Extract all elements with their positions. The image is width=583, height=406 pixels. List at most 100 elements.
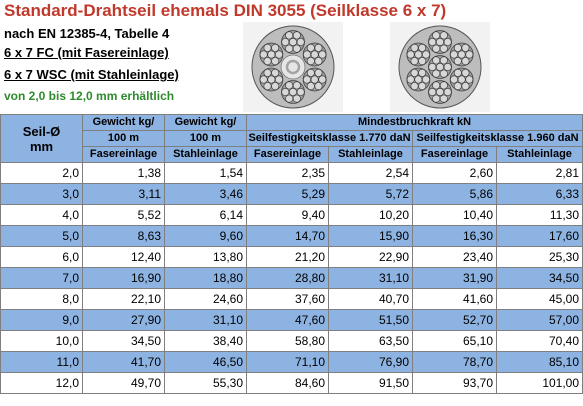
cell-force-1960-fiber: 2,60 — [412, 162, 497, 184]
cell-weight-fiber: 1,38 — [82, 162, 165, 184]
construction-fiber-core: 6 x 7 FC (mit Fasereinlage) — [4, 45, 169, 60]
header-seil-label: Seil-Ø — [22, 123, 61, 139]
cell-force-1770-steel: 63,50 — [328, 330, 413, 352]
availability-note: von 2,0 bis 12,0 mm erhältlich — [4, 89, 175, 103]
cell-force-1960-fiber: 5,86 — [412, 183, 497, 205]
header-1960-fasereinlage: Fasereinlage — [412, 146, 497, 163]
cell-force-1960-fiber: 41,60 — [412, 288, 497, 310]
table-row: 2,0 1,38 1,54 2,35 2,54 2,60 2,81 — [0, 162, 583, 184]
header-seil-unit: mm — [29, 138, 54, 154]
cell-force-1770-fiber: 9,40 — [246, 204, 329, 226]
header-1770-stahleinlage: Stahleinlage — [328, 146, 413, 163]
cell-force-1770-fiber: 84,60 — [246, 372, 329, 394]
rope-cross-section-fiber-core-image — [243, 22, 343, 112]
cell-diameter: 9,0 — [0, 309, 83, 331]
cell-force-1770-steel: 10,20 — [328, 204, 413, 226]
header-gewicht-fiber-line3: Fasereinlage — [82, 146, 165, 163]
cell-force-1770-steel: 40,70 — [328, 288, 413, 310]
header-gewicht-steel-line2: 100 m — [164, 130, 247, 147]
cell-weight-fiber: 12,40 — [82, 246, 165, 268]
cell-force-1960-fiber: 10,40 — [412, 204, 497, 226]
cell-force-1770-fiber: 14,70 — [246, 225, 329, 247]
cell-diameter: 4,0 — [0, 204, 83, 226]
cell-force-1770-steel: 76,90 — [328, 351, 413, 373]
header-gewicht-fiber-line1: Gewicht kg/ — [82, 114, 165, 131]
cell-force-1770-steel: 91,50 — [328, 372, 413, 394]
cell-force-1960-steel: 34,50 — [495, 267, 583, 289]
cell-diameter: 2,0 — [0, 162, 83, 184]
cell-weight-steel: 13,80 — [164, 246, 247, 268]
table-row: 6,0 12,40 13,80 21,20 22,90 23,40 25,30 — [0, 246, 583, 268]
cell-diameter: 10,0 — [0, 330, 83, 352]
cell-force-1960-steel: 25,30 — [495, 246, 583, 268]
table-row: 12,0 49,70 55,30 84,60 91,50 93,70 101,00 — [0, 372, 583, 394]
cell-force-1770-fiber: 37,60 — [246, 288, 329, 310]
cell-diameter: 7,0 — [0, 267, 83, 289]
cell-weight-fiber: 41,70 — [82, 351, 165, 373]
cell-force-1960-steel: 17,60 — [495, 225, 583, 247]
cell-weight-steel: 55,30 — [164, 372, 247, 394]
cell-force-1960-steel: 57,00 — [495, 309, 583, 331]
cell-weight-fiber: 22,10 — [82, 288, 165, 310]
cell-diameter: 3,0 — [0, 183, 83, 205]
cell-force-1960-steel: 45,00 — [495, 288, 583, 310]
header-seil-diameter: Seil-Ø mm — [0, 114, 83, 163]
cell-weight-steel: 24,60 — [164, 288, 247, 310]
cell-force-1770-steel: 31,10 — [328, 267, 413, 289]
construction-steel-core: 6 x 7 WSC (mit Stahleinlage) — [4, 67, 179, 82]
cell-force-1770-fiber: 5,29 — [246, 183, 329, 205]
table-row: 11,0 41,70 46,50 71,10 76,90 78,70 85,10 — [0, 351, 583, 373]
cell-weight-fiber: 8,63 — [82, 225, 165, 247]
cell-force-1960-steel: 101,00 — [495, 372, 583, 394]
header-klasse-1960: Seilfestigkeitsklasse 1.960 daN — [411, 130, 583, 147]
table-row: 7,0 16,90 18,80 28,80 31,10 31,90 34,50 — [0, 267, 583, 289]
cell-weight-steel: 6,14 — [164, 204, 247, 226]
cell-weight-steel: 31,10 — [164, 309, 247, 331]
cell-force-1960-fiber: 78,70 — [412, 351, 497, 373]
cell-force-1960-fiber: 65,10 — [412, 330, 497, 352]
cell-force-1770-steel: 51,50 — [328, 309, 413, 331]
cell-force-1770-fiber: 58,80 — [246, 330, 329, 352]
rope-fiber-core-drawing — [251, 25, 335, 109]
cell-weight-steel: 38,40 — [164, 330, 247, 352]
cell-force-1770-steel: 2,54 — [328, 162, 413, 184]
cell-diameter: 12,0 — [0, 372, 83, 394]
header-1770-fasereinlage: Fasereinlage — [246, 146, 329, 163]
cell-force-1960-fiber: 93,70 — [412, 372, 497, 394]
cell-weight-steel: 3,46 — [164, 183, 247, 205]
table-row: 4,0 5,52 6,14 9,40 10,20 10,40 11,30 — [0, 204, 583, 226]
cell-force-1960-steel: 85,10 — [495, 351, 583, 373]
cell-weight-fiber: 27,90 — [82, 309, 165, 331]
cell-weight-fiber: 49,70 — [82, 372, 165, 394]
cell-diameter: 11,0 — [0, 351, 83, 373]
cell-force-1770-steel: 5,72 — [328, 183, 413, 205]
rope-steel-core-drawing — [398, 25, 482, 109]
cell-weight-fiber: 3,11 — [82, 183, 165, 205]
cell-diameter: 5,0 — [0, 225, 83, 247]
cell-force-1960-fiber: 31,90 — [412, 267, 497, 289]
header-gewicht-steel-line3: Stahleinlage — [164, 146, 247, 163]
cell-force-1770-fiber: 47,60 — [246, 309, 329, 331]
cell-force-1960-steel: 2,81 — [495, 162, 583, 184]
cell-force-1770-fiber: 28,80 — [246, 267, 329, 289]
table-row: 9,0 27,90 31,10 47,60 51,50 52,70 57,00 — [0, 309, 583, 331]
rope-data-table: Seil-Ø mm Gewicht kg/ Gewicht kg/ Mindes… — [0, 114, 583, 394]
cell-force-1770-steel: 15,90 — [328, 225, 413, 247]
header-mindestbruchkraft: Mindestbruchkraft kN — [245, 114, 583, 131]
standard-reference: nach EN 12385-4, Tabelle 4 — [4, 26, 170, 41]
cell-force-1770-fiber: 2,35 — [246, 162, 329, 184]
cell-weight-steel: 18,80 — [164, 267, 247, 289]
cell-weight-fiber: 5,52 — [82, 204, 165, 226]
table-row: 8,0 22,10 24,60 37,60 40,70 41,60 45,00 — [0, 288, 583, 310]
cell-weight-steel: 9,60 — [164, 225, 247, 247]
cell-force-1960-steel: 70,40 — [495, 330, 583, 352]
cell-force-1960-fiber: 52,70 — [412, 309, 497, 331]
header-1960-stahleinlage: Stahleinlage — [495, 146, 583, 163]
header-klasse-1770: Seilfestigkeitsklasse 1.770 daN — [246, 130, 413, 147]
header-gewicht-steel-line1: Gewicht kg/ — [164, 114, 247, 131]
table-body: 2,0 1,38 1,54 2,35 2,54 2,60 2,81 3,0 3,11 3,46 5,… — [0, 162, 583, 394]
rope-cross-section-steel-core-image — [390, 22, 490, 112]
cell-force-1770-fiber: 71,10 — [246, 351, 329, 373]
cell-force-1960-fiber: 23,40 — [412, 246, 497, 268]
cell-weight-fiber: 34,50 — [82, 330, 165, 352]
